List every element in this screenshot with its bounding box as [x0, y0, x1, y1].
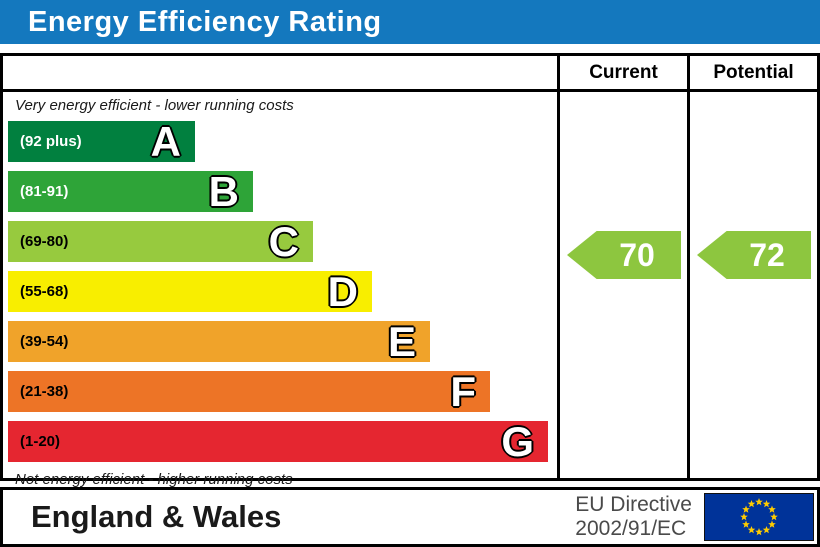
potential-rating-value: 72	[749, 236, 785, 273]
top-note: Very energy efficient - lower running co…	[15, 97, 294, 114]
band-letter: E	[387, 318, 416, 365]
band-letter: F	[450, 368, 476, 415]
eu-directive-line2: 2002/91/EC	[575, 517, 687, 540]
band-range-label: (92 plus)	[20, 133, 82, 150]
bottom-note: Not energy efficient - higher running co…	[15, 471, 293, 488]
band-row-B: (81-91) B	[8, 168, 253, 215]
band-row-E: (39-54) E	[8, 318, 430, 365]
table-header-row: Current Potential	[3, 56, 817, 92]
footer-bar: England & Wales EU Directive 2002/91/EC	[0, 487, 820, 547]
eu-directive-line1: EU Directive	[575, 493, 692, 517]
band-row-F: (21-38) F	[8, 368, 490, 415]
current-column-header: Current	[557, 56, 687, 89]
band-row-D: (55-68) D	[8, 268, 372, 315]
band-range-label: (69-80)	[20, 233, 69, 250]
potential-rating-arrow: 72	[697, 231, 811, 279]
rating-scale-cell: Very energy efficient - lower running co…	[3, 92, 557, 488]
band-letter: C	[268, 218, 299, 265]
eu-flag-icon	[704, 493, 814, 541]
rating-bands: (92 plus) A (81-91) B (69-80) C (55-68) …	[8, 118, 557, 465]
rating-table: Current Potential Very energy efficient …	[0, 53, 820, 488]
current-rating-value: 70	[619, 236, 655, 273]
band-letter: B	[208, 168, 239, 215]
band-row-C: (69-80) C	[8, 218, 313, 265]
band-letter: G	[501, 418, 534, 465]
page-title: Energy Efficiency Rating	[28, 5, 382, 38]
band-row-A: (92 plus) A	[8, 118, 195, 165]
band-letter: A	[150, 118, 181, 165]
band-range-label: (81-91)	[20, 183, 69, 200]
region-label: England & Wales	[31, 499, 282, 534]
band-row-G: (1-20) G	[8, 418, 548, 465]
eu-directive-label: EU Directive 2002/91/EC	[575, 493, 692, 540]
title-bar: Energy Efficiency Rating	[0, 0, 820, 44]
table-body-row: Very energy efficient - lower running co…	[3, 92, 817, 488]
band-range-label: (55-68)	[20, 283, 69, 300]
band-range-label: (21-38)	[20, 383, 69, 400]
band-range-label: (1-20)	[20, 433, 61, 450]
potential-column-header: Potential	[687, 56, 817, 89]
current-rating-arrow: 70	[567, 231, 681, 279]
chart-column-header-empty	[3, 56, 557, 89]
band-range-label: (39-54)	[20, 333, 69, 350]
band-letter: D	[327, 268, 358, 315]
potential-rating-cell: 72	[687, 92, 817, 478]
current-rating-cell: 70	[557, 92, 687, 478]
